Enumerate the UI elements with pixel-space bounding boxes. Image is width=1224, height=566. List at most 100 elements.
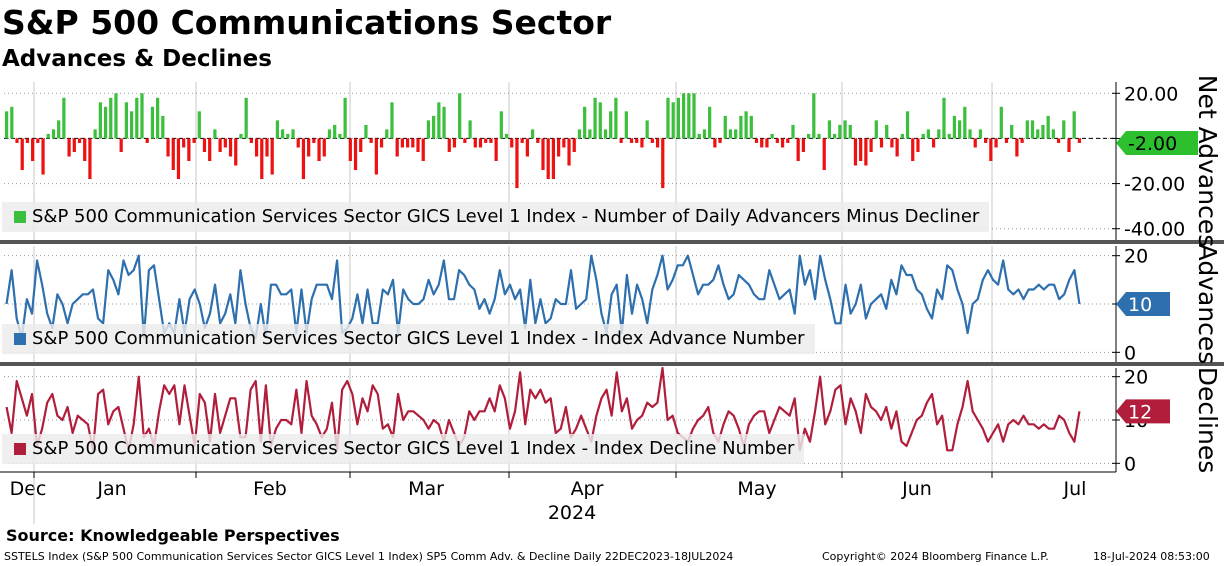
bar-mark — [770, 133, 774, 139]
bar-mark — [67, 138, 71, 157]
chart-title: S&P 500 Communications Sector — [2, 3, 612, 42]
bar-mark — [260, 138, 264, 180]
bar-mark — [822, 138, 826, 171]
bar-mark — [270, 138, 274, 175]
bar-mark — [385, 129, 389, 139]
y-tick-label: 20.00 — [1124, 83, 1178, 105]
bar-mark — [228, 138, 233, 157]
bar-mark — [468, 120, 472, 139]
decline-line — [5, 366, 1081, 452]
bar-mark — [421, 138, 425, 161]
bar-mark — [348, 138, 352, 161]
bar-mark — [666, 97, 670, 139]
bar-mark — [327, 129, 332, 139]
bar-mark — [359, 138, 363, 152]
bar-mark — [57, 120, 61, 139]
bar-mark — [494, 138, 498, 161]
legend-advances-label: S&P 500 Communication Services Sector GI… — [32, 328, 805, 349]
bar-mark — [171, 138, 175, 171]
bar-mark — [83, 138, 87, 161]
bar-mark — [1020, 138, 1024, 143]
bar-mark — [999, 106, 1003, 139]
bar-mark — [400, 138, 405, 148]
bar-mark — [728, 129, 733, 139]
bar-mark — [869, 138, 873, 152]
legend-net: S&P 500 Communication Services Sector GI… — [2, 202, 990, 232]
x-year-label: 2024 — [548, 502, 596, 524]
bar-mark — [156, 97, 160, 139]
bar-mark — [484, 138, 488, 143]
bar-mark — [546, 138, 550, 180]
source-note: Source: Knowledgeable Perspectives — [6, 526, 340, 545]
bar-mark — [619, 138, 623, 143]
last-value-label: 10 — [1128, 294, 1152, 316]
bar-mark — [364, 124, 368, 139]
last-value-marker — [1116, 292, 1170, 316]
bar-mark — [1072, 111, 1076, 139]
bar-mark — [760, 138, 764, 148]
bar-mark — [598, 102, 602, 139]
bar-mark — [848, 124, 852, 139]
bar-mark — [182, 138, 186, 148]
bar-mark — [208, 138, 212, 161]
bar-mark — [499, 111, 503, 139]
bar-mark — [551, 138, 556, 180]
bar-mark — [416, 138, 420, 152]
bar-mark — [119, 138, 123, 152]
bar-mark — [15, 138, 19, 143]
bar-mark — [708, 106, 712, 139]
bar-mark — [671, 102, 675, 139]
bar-mark — [931, 138, 936, 148]
bar-mark — [702, 129, 707, 139]
bar-mark — [510, 138, 514, 148]
bar-mark — [942, 97, 946, 139]
bar-mark — [317, 138, 321, 161]
y-tick-label: 0 — [1124, 453, 1136, 475]
bar-mark — [786, 138, 790, 143]
bar-mark — [963, 106, 967, 139]
bar-mark — [322, 138, 326, 157]
bar-mark — [390, 102, 394, 139]
bar-mark — [150, 106, 155, 139]
bar-mark — [197, 111, 201, 139]
bar-mark — [635, 138, 639, 143]
bar-mark — [369, 138, 373, 143]
bar-mark — [874, 120, 878, 139]
bar-mark — [353, 138, 358, 171]
bar-mark — [744, 111, 748, 139]
legend-net-swatch — [14, 211, 26, 223]
bar-mark — [864, 138, 868, 166]
bar-mark — [286, 133, 290, 139]
bar-mark — [525, 138, 529, 157]
bar-mark — [124, 102, 128, 139]
bar-mark — [947, 133, 951, 139]
bar-mark — [645, 120, 649, 139]
bar-mark — [46, 133, 50, 139]
bar-mark — [405, 138, 410, 148]
bar-mark — [234, 138, 238, 166]
bar-mark — [1010, 124, 1014, 139]
bar-mark — [452, 138, 457, 148]
bar-mark — [473, 138, 477, 148]
bar-mark — [749, 115, 753, 139]
bar-mark — [109, 97, 113, 139]
bar-mark — [900, 133, 904, 139]
bar-mark — [62, 97, 66, 139]
bar-mark — [25, 138, 30, 143]
footer-description: SSTELS Index (S&P 500 Communication Serv… — [4, 550, 734, 563]
bar-mark — [1036, 129, 1040, 139]
bar-mark — [275, 120, 280, 139]
bar-mark — [343, 97, 347, 139]
bar-mark — [650, 138, 654, 143]
legend-declines: S&P 500 Communication Services Sector GI… — [2, 434, 805, 464]
bar-mark — [921, 133, 925, 139]
bar-mark — [1067, 138, 1071, 152]
bar-mark — [583, 106, 587, 139]
bar-mark — [723, 115, 727, 139]
bar-mark — [895, 138, 899, 157]
bar-mark — [187, 138, 191, 161]
bar-mark — [333, 124, 337, 139]
bar-mark — [478, 138, 483, 148]
x-month-label: May — [737, 478, 776, 500]
bar-mark — [718, 138, 722, 143]
